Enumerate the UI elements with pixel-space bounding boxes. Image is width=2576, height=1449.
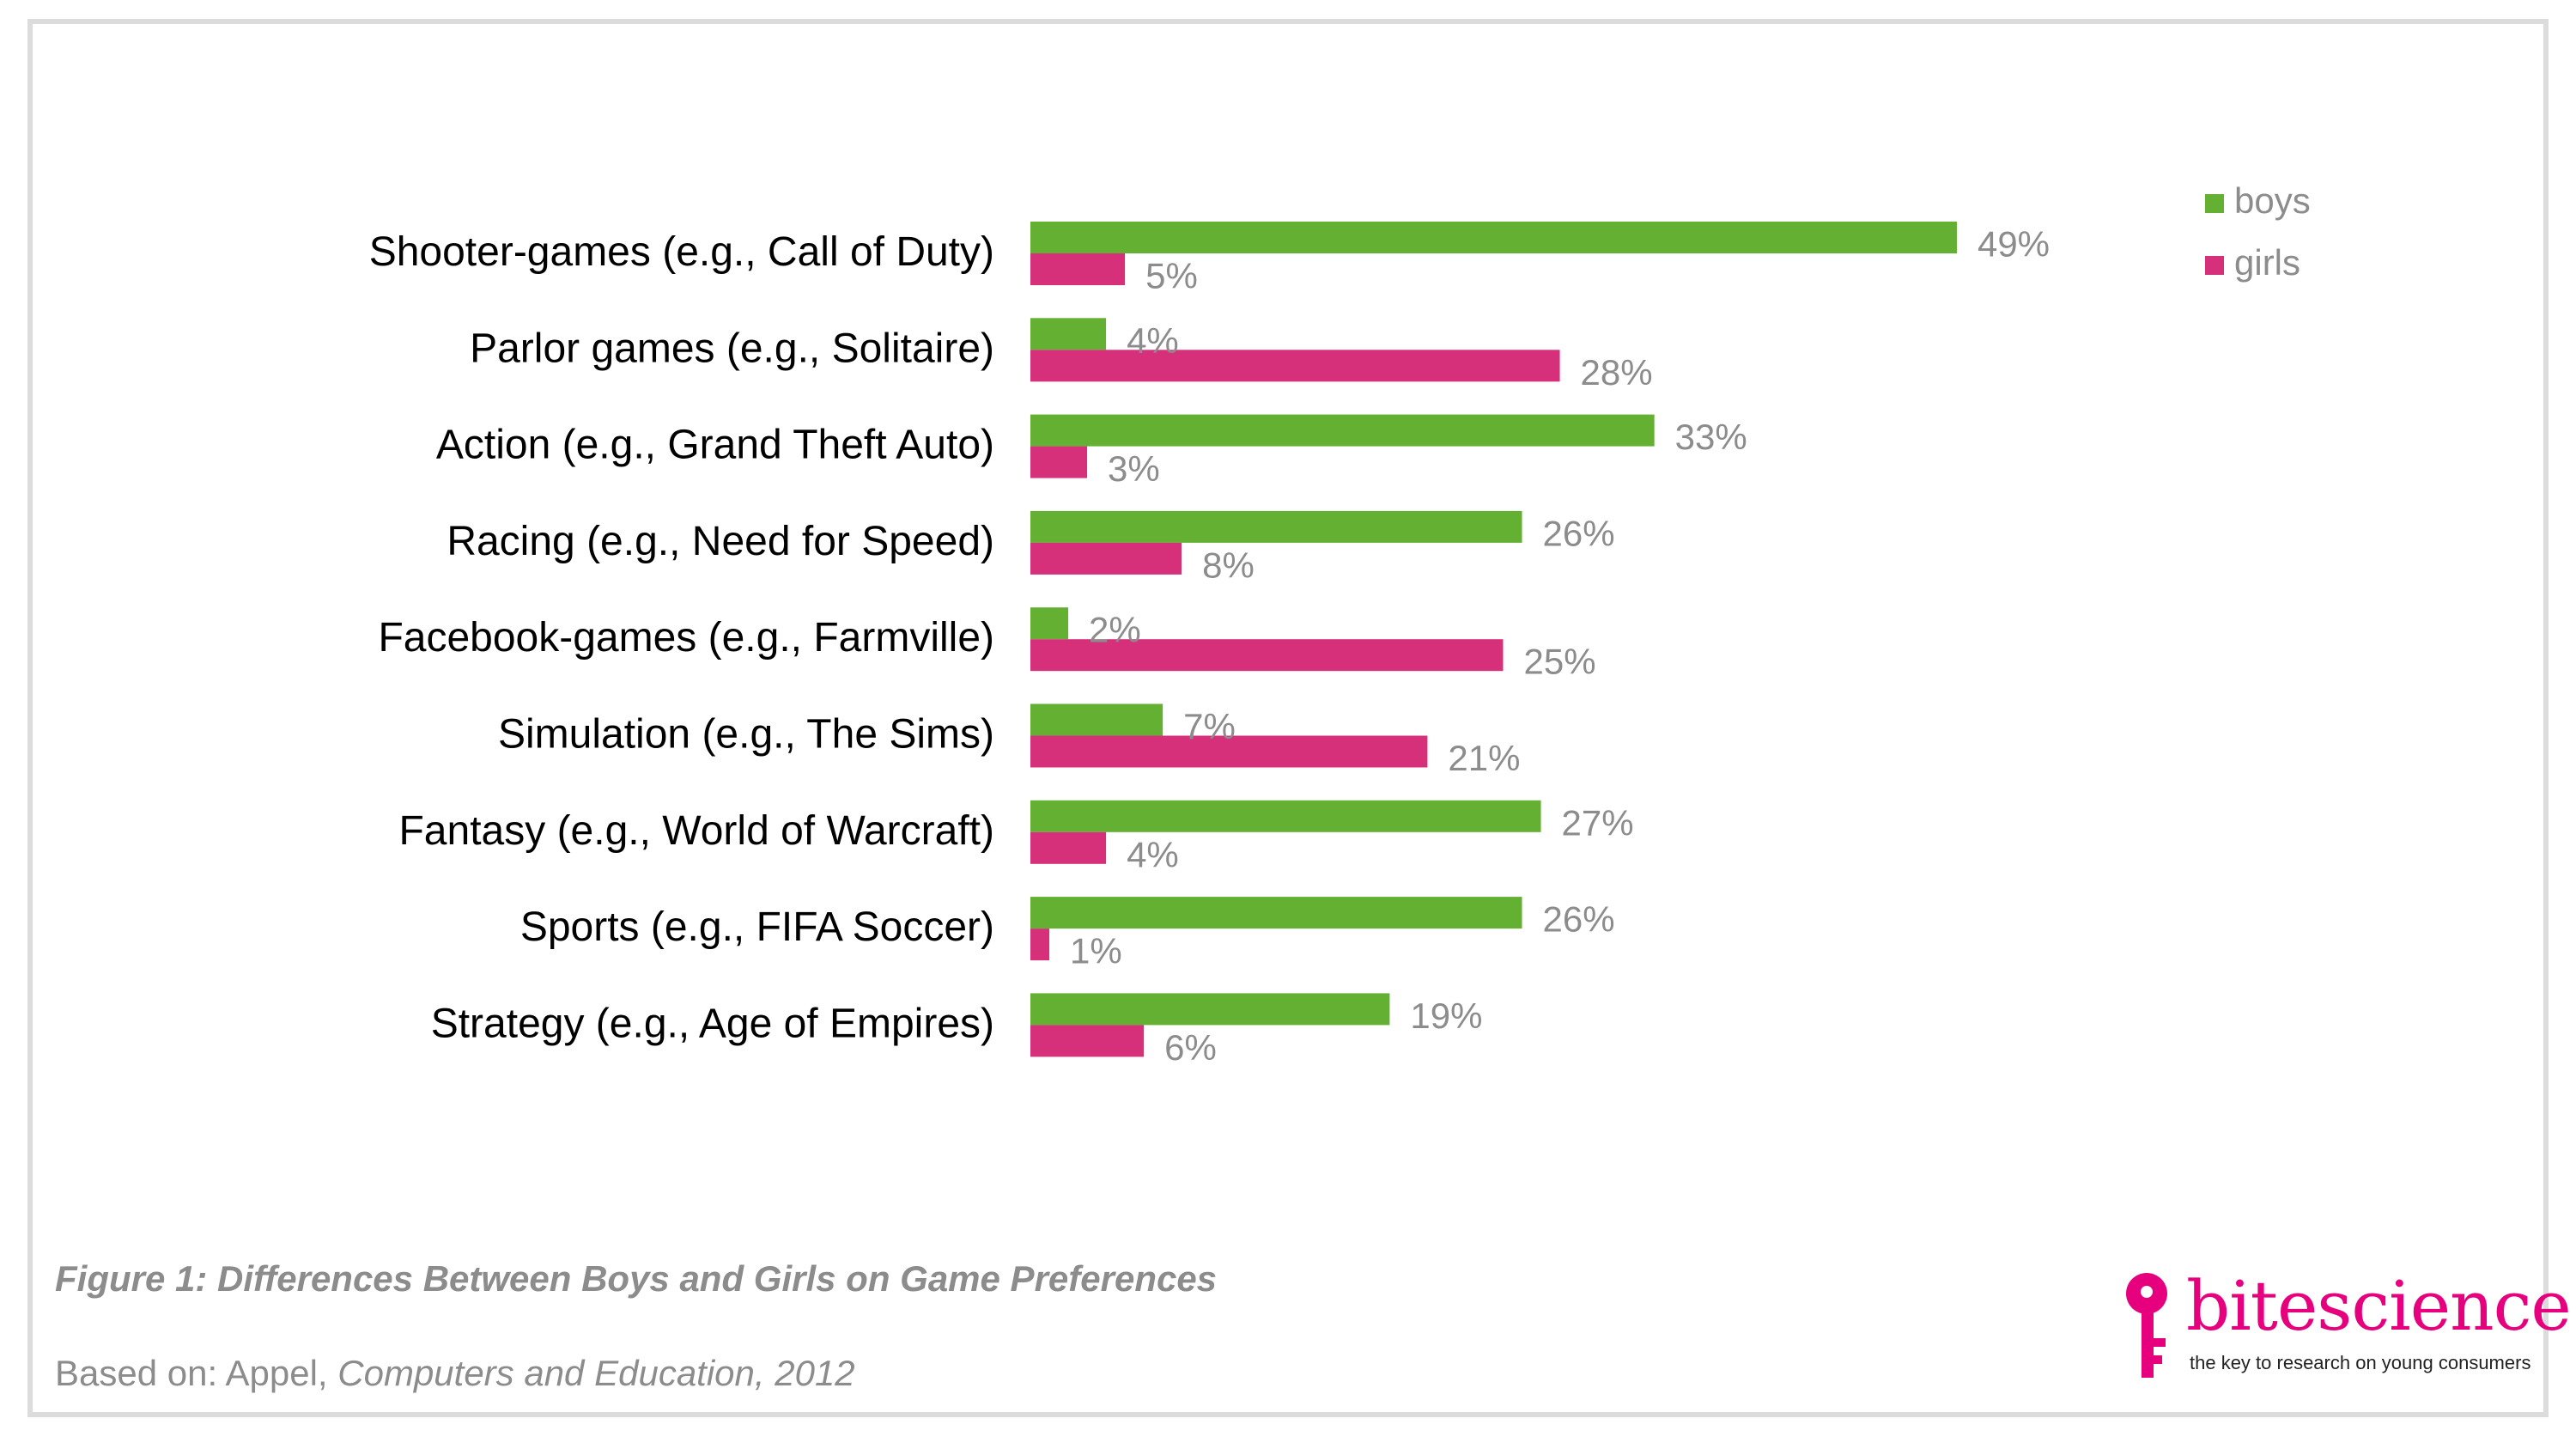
data-label-girls: 5% <box>1145 256 1198 296</box>
bar-girls <box>1030 928 1050 961</box>
bar-boys <box>1030 800 1541 832</box>
data-label-girls: 6% <box>1164 1027 1217 1068</box>
data-label-girls: 1% <box>1070 931 1122 971</box>
key-icon <box>2126 1273 2167 1378</box>
data-label-girls: 4% <box>1127 834 1179 874</box>
figure-caption: Figure 1: Differences Between Boys and G… <box>55 1258 1218 1299</box>
source-title: Computers and Education, 2012 <box>337 1353 855 1393</box>
legend-label-girls: girls <box>2234 242 2300 283</box>
bar-girls <box>1030 831 1107 864</box>
data-label-boys: 26% <box>1543 513 1615 553</box>
category-label: Simulation (e.g., The Sims) <box>498 712 994 758</box>
bar-boys <box>1030 897 1522 929</box>
bar-girls <box>1030 350 1560 382</box>
legend-swatch-boys <box>2205 194 2224 213</box>
data-label-boys: 49% <box>1978 224 2050 265</box>
category-label: Fantasy (e.g., World of Warcraft) <box>398 808 994 854</box>
data-label-boys: 4% <box>1127 320 1179 361</box>
logo-name-part1: bite <box>2186 1266 2318 1346</box>
bar-girls <box>1030 735 1428 768</box>
category-label: Sports (e.g., FIFA Soccer) <box>520 904 994 950</box>
bar-boys <box>1030 222 1957 253</box>
bar-girls <box>1030 446 1088 478</box>
category-label: Strategy (e.g., Age of Empires) <box>431 1001 994 1046</box>
logo-tagline: the key to research on young consumers <box>2190 1352 2531 1373</box>
bar-boys <box>1030 703 1163 736</box>
data-label-boys: 2% <box>1089 610 1141 650</box>
legend-label-boys: boys <box>2234 180 2311 221</box>
bitescience-logo: bitescience the key to research on young… <box>2117 1266 2572 1391</box>
data-label-boys: 33% <box>1675 417 1747 457</box>
source-citation: Based on: Appel, Computers and Education… <box>55 1353 855 1394</box>
bar-boys <box>1030 993 1390 1026</box>
logo-name-part2: science <box>2317 1266 2571 1346</box>
bar-boys <box>1030 318 1107 350</box>
category-label: Parlor games (e.g., Solitaire) <box>470 326 994 371</box>
data-label-girls: 25% <box>1524 642 1596 682</box>
bar-boys <box>1030 607 1069 640</box>
bar-girls <box>1030 639 1504 672</box>
source-prefix: Based on: Appel, <box>55 1353 338 1393</box>
bar-chart: Shooter-games (e.g., Call of Duty) 49% 5% P… <box>369 180 2311 1068</box>
bar-boys <box>1030 414 1655 447</box>
data-label-girls: 21% <box>1448 738 1520 778</box>
category-label: Action (e.g., Grand Theft Auto) <box>436 423 994 468</box>
legend: boys girls <box>2205 180 2311 283</box>
category-label: Shooter-games (e.g., Call of Duty) <box>369 229 994 275</box>
data-label-girls: 8% <box>1202 545 1255 585</box>
data-label-boys: 26% <box>1543 899 1615 940</box>
bar-girls <box>1030 253 1126 285</box>
bar-boys <box>1030 510 1522 543</box>
data-label-boys: 19% <box>1410 995 1482 1036</box>
figure-frame <box>27 19 2549 1417</box>
data-label-boys: 7% <box>1183 706 1236 746</box>
category-label: Facebook-games (e.g., Farmville) <box>378 615 994 661</box>
bar-girls <box>1030 542 1182 575</box>
data-label-girls: 3% <box>1108 448 1160 489</box>
legend-swatch-girls <box>2205 256 2224 275</box>
category-label: Racing (e.g., Need for Speed) <box>447 519 994 564</box>
data-label-boys: 27% <box>1562 802 1634 843</box>
data-label-girls: 28% <box>1581 352 1653 393</box>
bar-girls <box>1030 1025 1145 1057</box>
logo-wordmark: bitescience <box>2186 1266 2572 1346</box>
